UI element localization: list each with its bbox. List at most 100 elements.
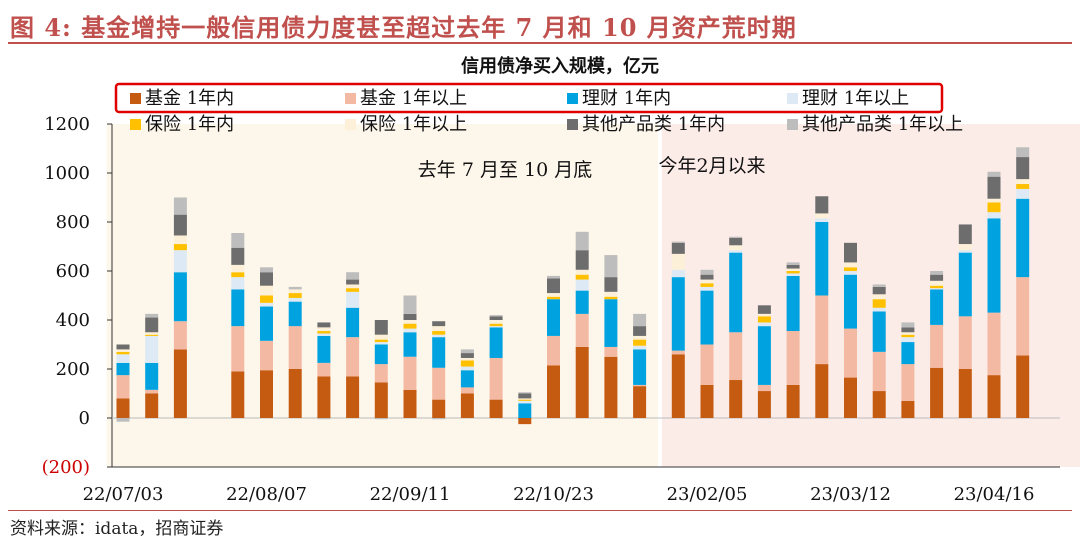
- y-tick-label: 800: [56, 212, 90, 233]
- bar-segment-3-23/03/05: [815, 222, 829, 296]
- y-tick-label: (200): [42, 457, 90, 478]
- bar-segment-4-22/09/11: [403, 328, 417, 333]
- legend-label-2: 基金 1年以上: [360, 88, 467, 109]
- bar-segment-8-22/07/31: [231, 233, 245, 248]
- bar-segment-1-23/02/05: [700, 384, 714, 418]
- bar-segment-3-22/09/11: [403, 332, 417, 357]
- bar-segment-7-23/02/05: [700, 274, 714, 280]
- bar-segment-3-23/03/19: [872, 311, 886, 352]
- bar-segment-2-23/02/26: [786, 331, 800, 385]
- bar-segment-2-23/03/12: [844, 328, 857, 378]
- figure-title: 图 4: 基金增持一般信用债力度甚至超过去年 7 月和 10 月资产荒时期: [10, 13, 797, 42]
- bar-segment-5-23/04/23: [1016, 184, 1030, 189]
- bar-segment-5-23/03/26: [901, 334, 915, 338]
- bar-segment-8-22/08/28: [346, 272, 360, 280]
- bar-segment-3-23/04/16: [987, 218, 1001, 313]
- legend-label-8: 其他产品类 1年以上: [802, 114, 963, 135]
- bar-segment-3-23/03/12: [844, 274, 857, 329]
- bar-segment-3-22/07/31: [231, 289, 245, 327]
- y-tick-label: 0: [79, 408, 90, 429]
- bar-segment-2-22/10/02: [489, 357, 503, 400]
- x-tick-label: 22/08/07: [226, 484, 307, 505]
- bar-segment-4-22/07/10: [145, 335, 159, 363]
- bar-segment-2-22/08/14: [288, 326, 302, 369]
- bar-segment-3-22/10/02: [489, 327, 503, 358]
- bar-segment-7-22/07/10: [145, 317, 159, 333]
- chart-title: 信用债净买入规模，亿元: [461, 55, 659, 77]
- bar-segment-1-22/10/30: [604, 356, 618, 418]
- bar-segment-7-22/07/03: [116, 344, 130, 350]
- bar-segment-4-23/03/12: [844, 271, 857, 275]
- bar-segment-5-22/10/02: [489, 323, 503, 327]
- bar-segment-7-22/08/28: [346, 279, 360, 285]
- bar-segment-6-23/03/26: [901, 332, 915, 335]
- bar-segment-7-23/04/23: [1016, 157, 1030, 180]
- bar-segment-3-23/04/23: [1016, 198, 1030, 278]
- bar-segment-4-22/08/28: [346, 291, 360, 308]
- bar-segment-4-22/07/17: [173, 250, 187, 273]
- bar-segment-6-22/08/21: [317, 327, 331, 332]
- bar-segment-1-23/01/29: [671, 354, 685, 418]
- bar-segment-2-22/07/31: [231, 326, 245, 372]
- bar-segment-5-22/08/14: [288, 293, 302, 298]
- bar-segment-5-22/10/09: [518, 399, 532, 401]
- bar-segment-5-22/08/28: [346, 288, 360, 292]
- bar-segment-3-22/09/25: [460, 370, 474, 388]
- bar-segment-6-22/10/02: [489, 320, 503, 324]
- bar-segment-6-23/02/19: [757, 313, 771, 317]
- legend-swatch-7: [567, 119, 578, 130]
- x-tick-label: 22/09/11: [370, 484, 451, 505]
- bar-segment-8-23/04/16: [987, 171, 1001, 177]
- bar-segment-8-23/02/12: [729, 236, 743, 238]
- legend-swatch-5: [130, 119, 141, 130]
- bar-segment-4-22/07/03: [116, 354, 130, 363]
- bar-segment-3-22/10/16: [547, 299, 560, 336]
- bar-segment-1-22/09/11: [403, 389, 417, 418]
- bar-segment-4-23/03/19: [872, 307, 886, 312]
- bar-segment-7-23/04/16: [987, 176, 1001, 199]
- bar-segment-6-22/09/18: [432, 326, 446, 332]
- bar-segment-2-23/02/19: [757, 384, 771, 392]
- bar-segment-3-22/10/23: [575, 290, 589, 314]
- bar-segment-8-22/11/06: [633, 313, 647, 327]
- bar-segment-3-22/08/21: [317, 335, 331, 363]
- bar-segment-7-23/03/19: [872, 286, 886, 295]
- bar-segment-1-23/04/09: [958, 369, 972, 418]
- bar-segment-7-23/01/29: [671, 242, 685, 254]
- x-tick-label: 22/07/03: [83, 484, 164, 505]
- bar-segment-4-23/04/23: [1016, 188, 1030, 199]
- bar-segment-1-22/10/02: [489, 399, 503, 418]
- bar-segment-1-23/04/16: [987, 375, 1001, 418]
- bar-segment-1-22/08/28: [346, 376, 360, 418]
- bar-segment-1-22/07/10: [145, 393, 159, 418]
- bar-segment-5-22/09/04: [374, 339, 388, 343]
- bar-segment-4-22/08/07: [260, 302, 273, 307]
- bar-segment-5-23/02/19: [757, 316, 771, 323]
- bar-segment-2-22/08/07: [260, 340, 273, 371]
- bar-segment-4-22/10/23: [575, 279, 589, 291]
- bar-segment-4-23/04/09: [958, 250, 972, 253]
- bar-segment-2-23/02/05: [700, 344, 714, 385]
- bar-segment-6-23/01/29: [671, 253, 685, 270]
- bar-segment-7-22/09/25: [460, 353, 474, 358]
- bar-segment-4-23/04/02: [930, 288, 944, 290]
- bar-segment-2-22/09/04: [374, 364, 388, 383]
- bar-segment-2-22/09/11: [403, 356, 417, 390]
- bar-segment-8-22/08/14: [288, 286, 302, 290]
- bar-segment-5-22/10/16: [547, 296, 560, 300]
- bar-segment-8-22/10/23: [575, 231, 589, 251]
- bar-segment-6-23/02/26: [786, 268, 800, 271]
- bar-segment-3-22/08/28: [346, 307, 360, 338]
- bar-segment-2-22/10/16: [547, 335, 560, 366]
- bar-segment-2-22/10/23: [575, 313, 589, 347]
- bar-segment-1-23/03/26: [901, 400, 915, 418]
- bar-segment-3-23/04/09: [958, 252, 972, 317]
- bar-segment-6-22/11/06: [633, 335, 647, 340]
- bar-segment-6-22/07/03: [116, 349, 130, 352]
- bar-segment-5-23/04/16: [987, 202, 1001, 213]
- bar-segment-3-23/03/26: [901, 342, 915, 365]
- bar-segment-8-22/09/25: [460, 349, 474, 354]
- legend-label-5: 保险 1年内: [145, 114, 234, 135]
- bar-segment-4-23/02/26: [786, 273, 800, 276]
